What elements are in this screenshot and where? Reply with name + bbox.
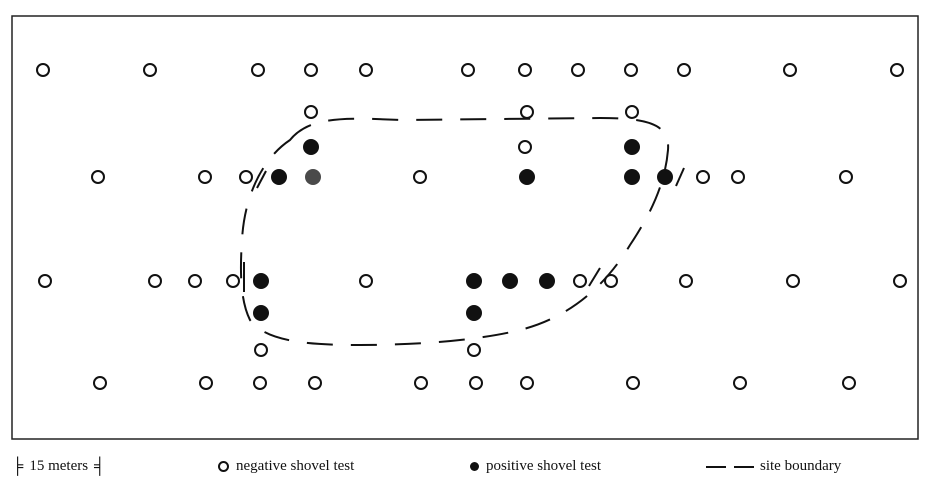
negative-test-marker xyxy=(359,63,373,77)
negative-test-marker xyxy=(414,376,428,390)
legend-boundary: site boundary xyxy=(706,458,841,475)
negative-test-marker xyxy=(571,63,585,77)
negative-test-marker xyxy=(467,343,481,357)
scale-tick-right-icon: ╡ xyxy=(94,457,106,475)
positive-test-icon xyxy=(470,462,479,471)
positive-test-marker xyxy=(253,273,269,289)
negative-test-marker xyxy=(518,140,532,154)
boundary-line-icon xyxy=(706,465,756,468)
positive-label: positive shovel test xyxy=(486,458,601,474)
positive-test-marker xyxy=(519,169,535,185)
negative-test-marker xyxy=(226,274,240,288)
negative-test-marker xyxy=(573,274,587,288)
negative-test-marker xyxy=(36,63,50,77)
negative-test-marker xyxy=(783,63,797,77)
legend-positive: positive shovel test xyxy=(470,458,601,475)
shovel-tests xyxy=(36,63,907,390)
negative-test-marker xyxy=(679,274,693,288)
positive-test-marker xyxy=(305,169,321,185)
negative-test-marker xyxy=(308,376,322,390)
negative-test-marker xyxy=(143,63,157,77)
negative-test-marker xyxy=(626,376,640,390)
negative-test-marker xyxy=(188,274,202,288)
negative-test-marker xyxy=(304,63,318,77)
scale-label: 15 meters xyxy=(29,458,89,474)
negative-test-marker xyxy=(251,63,265,77)
negative-test-marker xyxy=(890,63,904,77)
positive-test-marker xyxy=(624,169,640,185)
negative-test-marker xyxy=(625,105,639,119)
negative-test-marker xyxy=(461,63,475,77)
positive-test-marker xyxy=(657,169,673,185)
negative-test-marker xyxy=(518,63,532,77)
positive-test-marker xyxy=(624,139,640,155)
negative-test-marker xyxy=(199,376,213,390)
negative-test-marker xyxy=(520,376,534,390)
legend-negative: negative shovel test xyxy=(218,458,354,475)
negative-test-marker xyxy=(469,376,483,390)
negative-test-marker xyxy=(253,376,267,390)
negative-test-marker xyxy=(93,376,107,390)
negative-test-marker xyxy=(38,274,52,288)
negative-test-marker xyxy=(677,63,691,77)
negative-test-marker xyxy=(304,105,318,119)
negative-test-marker xyxy=(624,63,638,77)
map-frame xyxy=(11,15,919,440)
negative-test-marker xyxy=(893,274,907,288)
negative-test-marker xyxy=(731,170,745,184)
positive-test-marker xyxy=(253,305,269,321)
legend: ╞ 15 meters ╡ negative shovel test posit… xyxy=(0,452,928,482)
negative-test-marker xyxy=(842,376,856,390)
negative-test-icon xyxy=(218,461,229,472)
negative-test-marker xyxy=(148,274,162,288)
negative-test-marker xyxy=(359,274,373,288)
site-boundary xyxy=(239,116,670,347)
boundary-label: site boundary xyxy=(760,458,842,474)
positive-test-marker xyxy=(502,273,518,289)
negative-label: negative shovel test xyxy=(236,458,355,474)
negative-test-marker xyxy=(413,170,427,184)
negative-test-marker xyxy=(239,170,253,184)
negative-test-marker xyxy=(696,170,710,184)
negative-test-marker xyxy=(786,274,800,288)
positive-test-marker xyxy=(303,139,319,155)
negative-test-marker xyxy=(254,343,268,357)
site-boundary-crossings xyxy=(243,167,685,292)
negative-test-marker xyxy=(839,170,853,184)
negative-test-marker xyxy=(91,170,105,184)
positive-test-marker xyxy=(466,305,482,321)
negative-test-marker xyxy=(604,274,618,288)
positive-test-marker xyxy=(466,273,482,289)
negative-test-marker xyxy=(520,105,534,119)
positive-test-marker xyxy=(271,169,287,185)
scale-bar: ╞ 15 meters ╡ xyxy=(12,458,105,475)
scale-tick-left-icon: ╞ xyxy=(12,457,24,475)
positive-test-marker xyxy=(539,273,555,289)
negative-test-marker xyxy=(198,170,212,184)
negative-test-marker xyxy=(733,376,747,390)
